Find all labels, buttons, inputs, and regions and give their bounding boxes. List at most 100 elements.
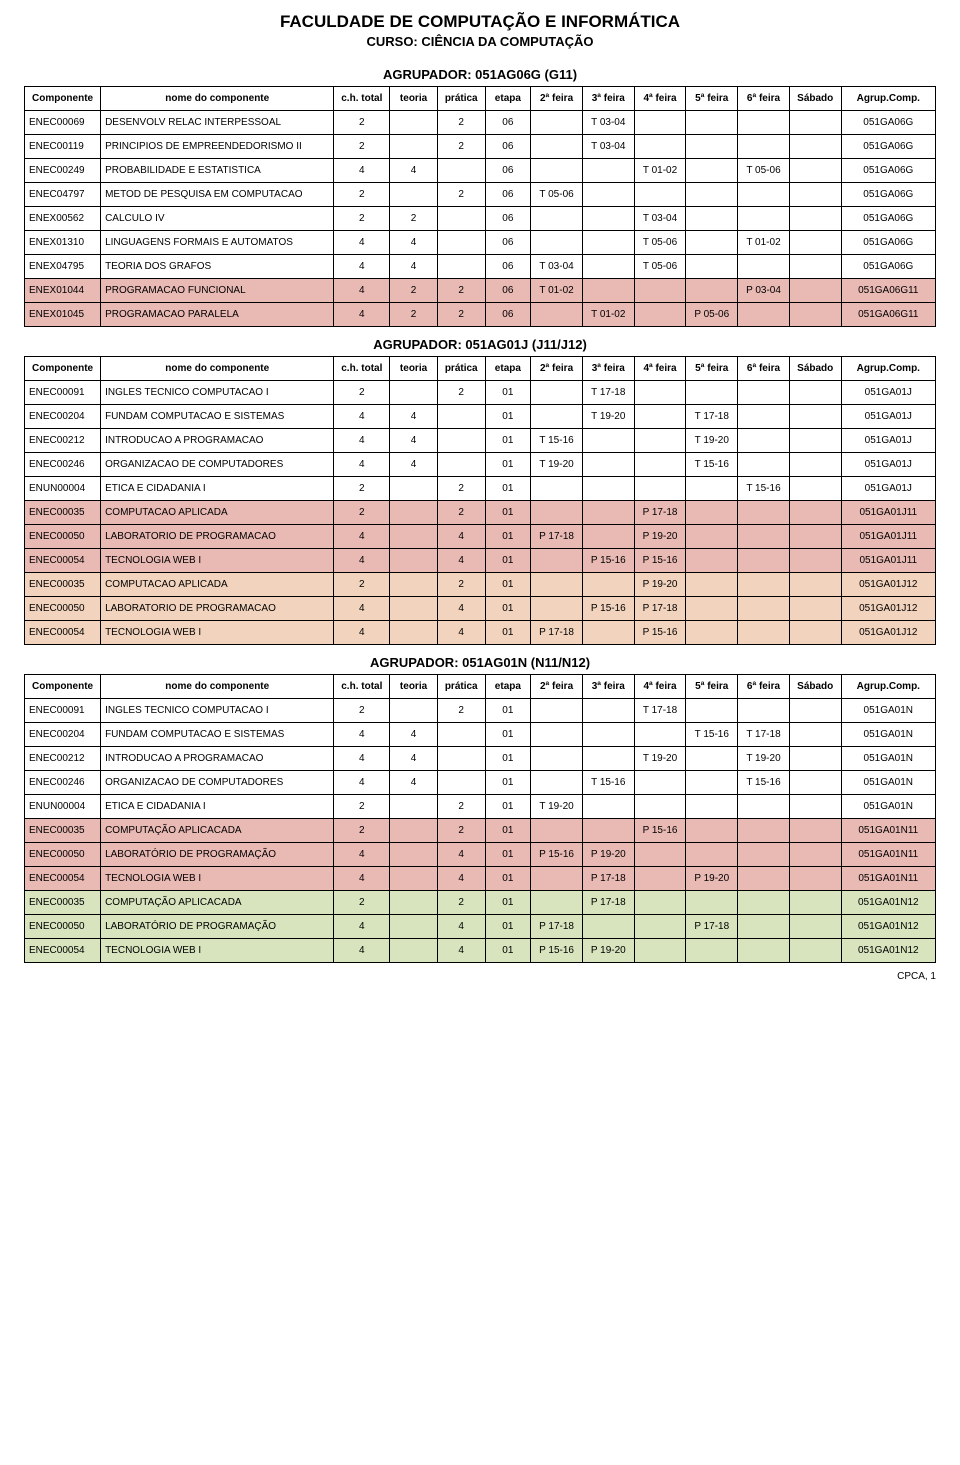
cell bbox=[390, 573, 438, 597]
table-row: ENEC00054TECNOLOGIA WEB I4401P 15-16P 15… bbox=[25, 549, 936, 573]
table-header-row: Componentenome do componentec.h. totalte… bbox=[25, 357, 936, 381]
cell: 2 bbox=[334, 699, 390, 723]
cell: ETICA E CIDADANIA I bbox=[101, 477, 334, 501]
cell: 01 bbox=[485, 429, 531, 453]
cell: LABORATÓRIO DE PROGRAMAÇÃO bbox=[101, 915, 334, 939]
cell bbox=[437, 771, 485, 795]
cell bbox=[634, 867, 686, 891]
cell: ENEC00054 bbox=[25, 867, 101, 891]
cell bbox=[738, 891, 790, 915]
cell: 4 bbox=[390, 255, 438, 279]
cell: ENEX04795 bbox=[25, 255, 101, 279]
cell bbox=[437, 159, 485, 183]
cell: P 05-06 bbox=[686, 303, 738, 327]
table-row: ENEC00249PROBABILIDADE E ESTATISTICA4406… bbox=[25, 159, 936, 183]
cell bbox=[437, 255, 485, 279]
col-header: 4ª feira bbox=[634, 87, 686, 111]
cell bbox=[437, 723, 485, 747]
cell bbox=[634, 795, 686, 819]
cell: LINGUAGENS FORMAIS E AUTOMATOS bbox=[101, 231, 334, 255]
cell bbox=[582, 429, 634, 453]
cell: T 17-18 bbox=[686, 405, 738, 429]
cell bbox=[437, 747, 485, 771]
cell bbox=[390, 843, 438, 867]
agrupador-title: AGRUPADOR: 051AG06G (G11) bbox=[24, 67, 936, 82]
cell: 051GA01N11 bbox=[841, 819, 935, 843]
cell bbox=[686, 159, 738, 183]
cell: 2 bbox=[334, 207, 390, 231]
cell: ENEC00035 bbox=[25, 573, 101, 597]
table-row: ENEX00562CALCULO IV2206T 03-04051GA06G bbox=[25, 207, 936, 231]
cell bbox=[738, 381, 790, 405]
col-header: nome do componente bbox=[101, 87, 334, 111]
cell: 4 bbox=[437, 549, 485, 573]
cell: 051GA01J12 bbox=[841, 597, 935, 621]
cell: 2 bbox=[334, 135, 390, 159]
cell bbox=[686, 819, 738, 843]
cell: 051GA06G bbox=[841, 135, 935, 159]
cell: 4 bbox=[437, 597, 485, 621]
cell bbox=[390, 477, 438, 501]
cell: COMPUTAÇÃO APLICACADA bbox=[101, 819, 334, 843]
cell bbox=[789, 747, 841, 771]
cell: TECNOLOGIA WEB I bbox=[101, 549, 334, 573]
cell bbox=[738, 183, 790, 207]
cell bbox=[789, 207, 841, 231]
cell bbox=[531, 135, 583, 159]
cell bbox=[582, 207, 634, 231]
cell bbox=[738, 207, 790, 231]
cell bbox=[738, 843, 790, 867]
cell bbox=[634, 405, 686, 429]
cell bbox=[789, 111, 841, 135]
cell: P 19-20 bbox=[634, 573, 686, 597]
cell: P 17-18 bbox=[634, 501, 686, 525]
cell: 2 bbox=[437, 795, 485, 819]
cell bbox=[634, 915, 686, 939]
cell bbox=[789, 135, 841, 159]
cell bbox=[738, 255, 790, 279]
cell: 2 bbox=[334, 795, 390, 819]
cell bbox=[390, 597, 438, 621]
col-header: teoria bbox=[390, 675, 438, 699]
cell: ENEC00069 bbox=[25, 111, 101, 135]
cell bbox=[582, 255, 634, 279]
col-header: prática bbox=[437, 357, 485, 381]
cell bbox=[686, 891, 738, 915]
cell bbox=[738, 621, 790, 645]
cell: P 19-20 bbox=[686, 867, 738, 891]
cell bbox=[738, 453, 790, 477]
cell bbox=[582, 795, 634, 819]
cell bbox=[582, 819, 634, 843]
cell: T 15-16 bbox=[738, 771, 790, 795]
cell: 4 bbox=[334, 747, 390, 771]
col-header: etapa bbox=[485, 675, 531, 699]
cell bbox=[390, 183, 438, 207]
cell: 2 bbox=[437, 111, 485, 135]
schedule-table: Componentenome do componentec.h. totalte… bbox=[24, 356, 936, 645]
cell bbox=[634, 723, 686, 747]
cell bbox=[531, 231, 583, 255]
cell bbox=[789, 231, 841, 255]
cell: ENEX01044 bbox=[25, 279, 101, 303]
cell: 051GA01N bbox=[841, 699, 935, 723]
cell bbox=[686, 279, 738, 303]
cell: 2 bbox=[334, 183, 390, 207]
table-row: ENEX04795TEORIA DOS GRAFOS4406T 03-04T 0… bbox=[25, 255, 936, 279]
cell bbox=[390, 525, 438, 549]
cell: ENEC00204 bbox=[25, 723, 101, 747]
cell bbox=[390, 501, 438, 525]
cell: ENEC00035 bbox=[25, 891, 101, 915]
col-header: 3ª feira bbox=[582, 675, 634, 699]
cell bbox=[738, 573, 790, 597]
cell: 01 bbox=[485, 453, 531, 477]
cell: DESENVOLV RELAC INTERPESSOAL bbox=[101, 111, 334, 135]
cell: 01 bbox=[485, 723, 531, 747]
cell: 4 bbox=[334, 279, 390, 303]
cell: INTRODUCAO A PROGRAMACAO bbox=[101, 429, 334, 453]
cell: 051GA01J bbox=[841, 405, 935, 429]
table-row: ENEC00035COMPUTAÇÃO APLICACADA2201P 15-1… bbox=[25, 819, 936, 843]
cell: TECNOLOGIA WEB I bbox=[101, 621, 334, 645]
table-row: ENEC00050LABORATÓRIO DE PROGRAMAÇÃO4401P… bbox=[25, 915, 936, 939]
col-header: 4ª feira bbox=[634, 357, 686, 381]
cell: P 17-18 bbox=[582, 867, 634, 891]
